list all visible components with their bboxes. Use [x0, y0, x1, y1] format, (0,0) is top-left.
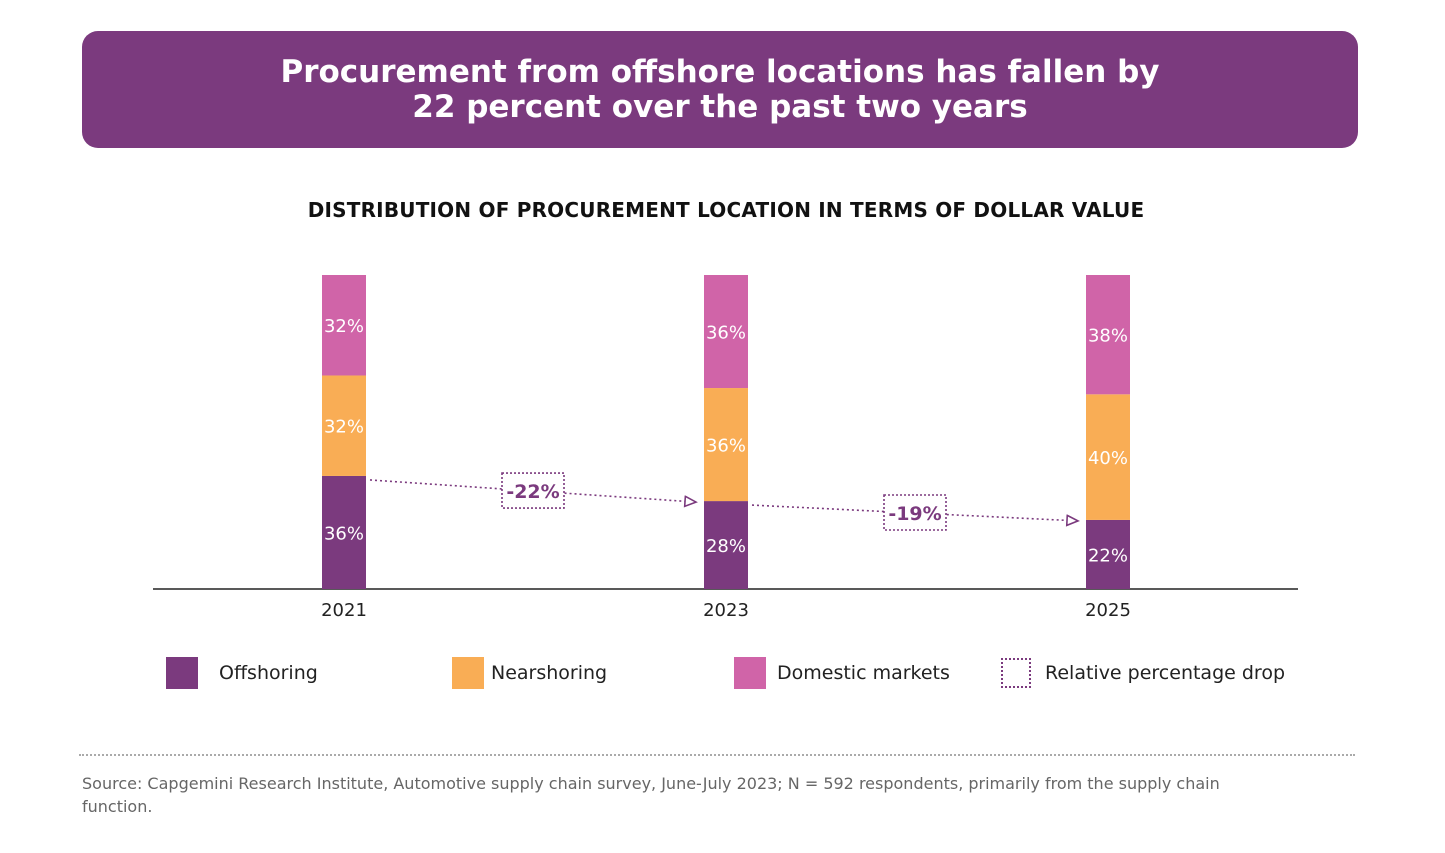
- page-title: Procurement from offshore locations has …: [280, 53, 1160, 125]
- data-label-nearshoring-2025: 40%: [1088, 448, 1128, 469]
- bar-domestic-markets-2025: [1086, 275, 1130, 395]
- legend-label-offshoring: Offshoring: [219, 662, 318, 684]
- legend-swatch-domestic-markets: [734, 657, 766, 689]
- footer-divider: [79, 754, 1355, 756]
- chart-title: DISTRIBUTION OF PROCUREMENT LOCATION IN …: [307, 198, 1145, 222]
- legend-item-nearshoring: Nearshoring: [452, 656, 607, 690]
- data-label-domestic-markets-2021: 32%: [324, 316, 364, 337]
- drop-label-2021-2023: -22%: [506, 481, 559, 503]
- bar-nearshoring-2023: [704, 388, 748, 502]
- legend: Offshoring Nearshoring Domestic markets …: [0, 656, 1445, 696]
- drop-label-box-2021-2023: [501, 472, 565, 509]
- drop-label-box-2023-2025: [883, 494, 947, 531]
- bar-offshoring-2025: [1086, 519, 1130, 589]
- legend-item-relative-drop: Relative percentage drop: [1001, 656, 1285, 690]
- legend-label-relative-drop: Relative percentage drop: [1045, 662, 1286, 684]
- title-banner: Procurement from offshore locations has …: [82, 31, 1358, 148]
- legend-swatch-nearshoring: [452, 657, 484, 689]
- data-label-domestic-markets-2023: 36%: [706, 323, 746, 344]
- stacked-bar-chart: 36% 32% 32% 2021 28% 36% 36% 2023 22% 40% 38% 2025 -…: [153, 275, 1298, 621]
- legend-item-offshoring: Offshoring: [166, 656, 318, 690]
- data-label-nearshoring-2021: 32%: [324, 417, 364, 438]
- bar-nearshoring-2025: [1086, 394, 1130, 520]
- bar-nearshoring-2021: [322, 375, 366, 476]
- legend-label-nearshoring: Nearshoring: [491, 662, 608, 684]
- x-tick-label-2023: 2023: [703, 600, 749, 621]
- data-label-nearshoring-2023: 36%: [706, 436, 746, 457]
- x-tick-label-2021: 2021: [321, 600, 367, 621]
- bar-offshoring-2021: [322, 475, 366, 589]
- drop-label-2023-2025: -19%: [888, 503, 941, 525]
- data-label-offshoring-2025: 22%: [1088, 545, 1128, 566]
- drop-arrow-2023-2025: [751, 504, 1078, 521]
- data-label-offshoring-2023: 28%: [706, 536, 746, 557]
- bar-offshoring-2023: [704, 501, 748, 589]
- legend-swatch-offshoring: [166, 657, 198, 689]
- legend-label-domestic-markets: Domestic markets: [777, 662, 950, 684]
- legend-item-domestic-markets: Domestic markets: [734, 656, 950, 690]
- data-label-offshoring-2021: 36%: [324, 523, 364, 544]
- source-note: Source: Capgemini Research Institute, Au…: [82, 774, 1220, 816]
- data-label-domestic-markets-2025: 38%: [1088, 326, 1128, 347]
- legend-swatch-relative-drop: [1001, 658, 1031, 688]
- x-tick-label-2025: 2025: [1085, 600, 1131, 621]
- bar-domestic-markets-2023: [704, 275, 748, 389]
- bar-domestic-markets-2021: [322, 275, 366, 376]
